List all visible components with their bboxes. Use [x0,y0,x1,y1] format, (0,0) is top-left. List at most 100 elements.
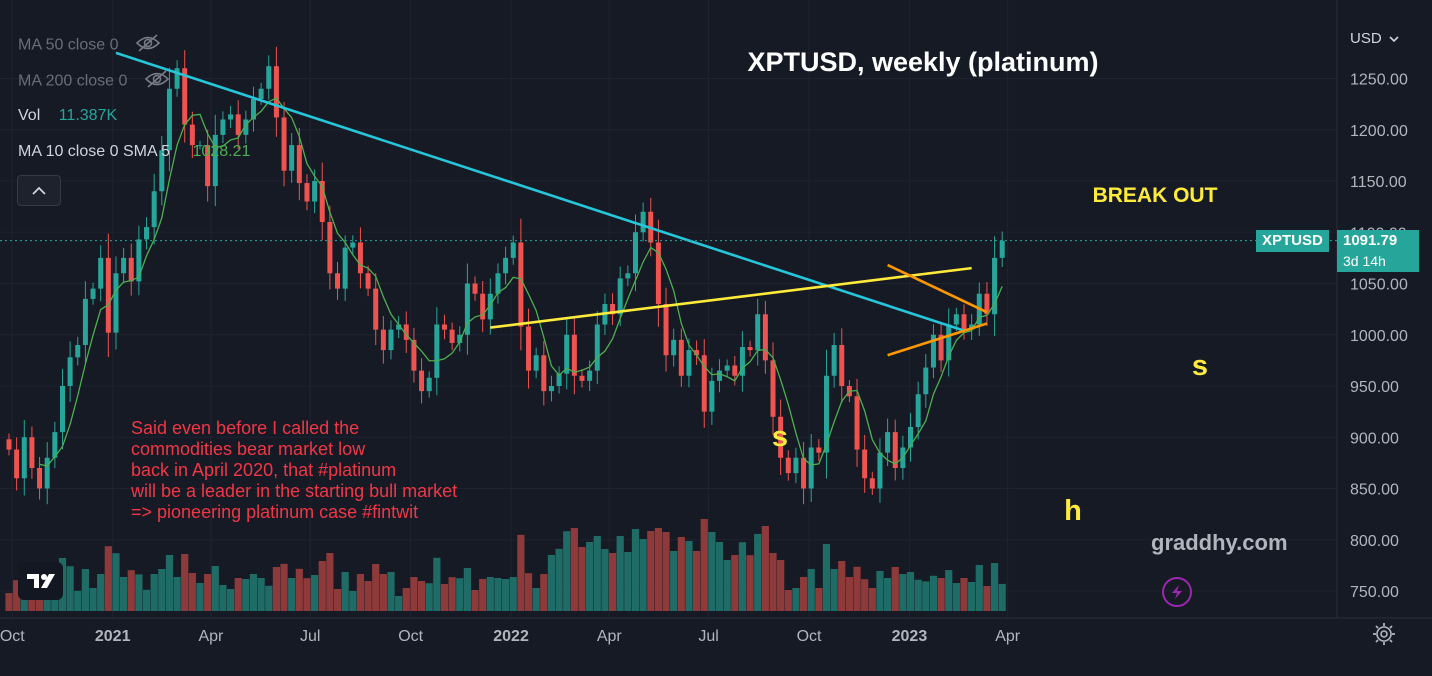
volume-bar [639,539,647,611]
candle-body [289,145,295,171]
lightning-icon[interactable] [1162,577,1192,607]
volume-bar [89,588,97,611]
volume-bar [463,568,471,611]
candle-body [503,257,509,274]
candle-body [923,367,929,395]
volume-bar [693,551,701,611]
candle-body [640,211,646,233]
left-shoulder-annotation: s [772,421,788,453]
candle-body [113,273,119,333]
volume-bar [97,574,105,611]
candle-body [999,240,1005,258]
candle-body [327,222,333,274]
volume-bar [769,553,777,611]
candle-body [541,355,547,392]
chart-title: XPTUSD, weekly (platinum) [747,47,1098,77]
candle-body [151,191,157,228]
volume-bar [815,588,823,611]
legend-ma200[interactable]: MA 200 close 0 [18,70,170,93]
volume-bar [540,574,548,611]
volume-bar [356,574,365,611]
legend-sma[interactable]: MA 10 close 0 SMA 5 1028.21 [18,143,250,161]
legend-volume-value: 11.387K [58,107,118,124]
legend-ma50-label: MA 50 close 0 [18,36,119,54]
volume-bar [578,547,586,611]
volume-bar [471,590,479,611]
volume-bar [502,579,510,611]
candle-body [678,339,684,376]
volume-bar [74,590,82,611]
candle-body [487,293,493,320]
volume-bar [601,549,609,611]
candle-body [908,427,914,448]
tradingview-logo-icon[interactable] [18,562,63,600]
candle-body [457,334,463,343]
candle-body [273,66,279,118]
volume-bar [165,555,174,611]
candle-body [449,329,455,343]
currency-selector[interactable]: USD [1350,30,1399,47]
candle-body [671,339,677,356]
volume-bar [120,577,128,611]
volume-bar [670,551,678,611]
candle-body [388,329,394,351]
collapse-legend-button[interactable] [17,175,61,206]
legend-volume[interactable]: Vol 11.387K [18,107,117,125]
legend-ma200-label: MA 200 close 0 [18,72,128,90]
candle-body [426,377,432,392]
volume-bar [945,570,953,611]
candle-body [105,257,111,333]
candle-body [778,416,784,458]
volume-bar [249,574,258,611]
candle-body [625,273,631,279]
candle-body [304,183,310,202]
candle-body [335,273,341,289]
candle-body [472,283,478,294]
gear-icon[interactable] [1372,622,1396,646]
candle-body [610,304,616,315]
note-line-3: back in April 2020, that #platinum [131,460,396,480]
eye-off-icon[interactable] [135,34,161,57]
candle-body [770,360,776,417]
volume-bar [570,528,578,611]
x-tick-label: Apr [995,628,1021,645]
candle-body [6,439,12,450]
candle-body [724,365,730,371]
volume-bar [311,575,319,611]
trendline-wedge-lower [887,322,988,357]
volume-bar [402,588,410,611]
y-tick-label: 800.00 [1350,533,1399,550]
volume-bar [265,585,273,611]
candle-body [220,119,226,135]
y-tick-label: 750.00 [1350,584,1399,601]
note-line-1: Said even before I called the [131,418,359,438]
y-tick-label: 900.00 [1350,430,1399,447]
candle-body [121,257,127,274]
candle-body [823,375,829,453]
volume-bar [884,578,892,611]
volume-bar [975,565,983,611]
volume-bar [196,583,204,611]
candle-body [380,329,386,351]
candle-body [816,447,822,453]
candle-body [739,347,745,376]
candle-body [52,432,58,458]
eye-off-icon[interactable] [144,70,170,93]
volume-bar [517,534,525,611]
candle-body [510,242,516,258]
volume-bar [899,574,907,611]
candle-body [686,350,692,376]
candle-body [747,347,753,351]
candle-body [930,334,936,368]
volume-bar [990,563,999,611]
legend-ma50[interactable]: MA 50 close 0 [18,34,161,57]
volume-bar [379,574,387,611]
last-price-tag: 1091.79 3d 14h [1337,230,1419,272]
candle-body [319,181,325,222]
volume-bar [929,575,938,611]
breakout-annotation: BREAK OUT [1093,184,1218,207]
candle-body [37,468,43,489]
candle-body [14,449,20,479]
candle-body [128,257,134,282]
